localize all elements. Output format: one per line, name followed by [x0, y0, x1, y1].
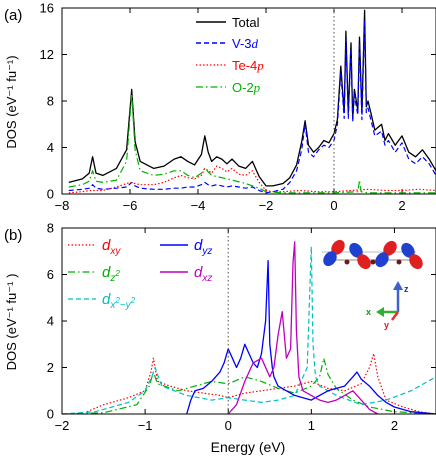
atom-3 — [396, 259, 402, 265]
orbital-4 — [401, 242, 423, 270]
axis-y-arrow — [391, 311, 399, 321]
panel-b: (b) DOS (eV⁻¹ fu⁻¹ ) −2 −1 0 1 2 0 2 4 6 8 Energy… — [4, 221, 436, 455]
x-tick-label-a-5: 2 — [398, 198, 405, 213]
panel-b-series — [61, 241, 436, 415]
legend-total-label: Total — [232, 15, 260, 30]
y-tick-label-a-4: 16 — [40, 1, 54, 16]
axis-x-head — [376, 307, 384, 317]
axis-x-label: x — [366, 307, 371, 317]
x-tick-label-a-0: −8 — [55, 198, 70, 213]
panel-a-frame — [61, 7, 436, 195]
panel-a-legend: Total V-3d Te-4p O-2p — [196, 15, 264, 95]
y-tick-label-b-0: 0 — [47, 407, 54, 422]
x-tick-label-a-1: −6 — [123, 198, 138, 213]
series-line-b-2 — [61, 246, 436, 415]
legend-dyz-label: dyz — [194, 237, 212, 257]
panel-b-ylabel: DOS (eV⁻¹ fu⁻¹ ) — [4, 274, 19, 371]
x-tick-label-b-0: −2 — [55, 418, 70, 433]
legend-dz2-label: dz2 — [102, 264, 120, 284]
x-tick-label-b-3: 1 — [308, 418, 315, 433]
legend-o2p-label: O-2p — [232, 80, 261, 95]
series-line-a-2 — [68, 165, 436, 194]
y-tick-label-a-3: 12 — [40, 47, 54, 62]
panel-b-frame — [61, 227, 436, 415]
x-tick-label-a-2: −4 — [191, 198, 206, 213]
atom-1 — [344, 259, 350, 265]
panel-b-label: (b) — [4, 227, 22, 244]
x-tick-label-b-1: −1 — [138, 418, 153, 433]
panel-a-label: (a) — [4, 7, 22, 24]
axis-y-label: y — [384, 320, 389, 330]
panel-b-ticks: −2 −1 0 1 2 0 2 4 6 8 — [47, 221, 436, 433]
series-line-a-0 — [68, 9, 436, 187]
y-tick-label-a-1: 4 — [47, 140, 54, 155]
series-line-b-1 — [61, 357, 436, 415]
series-line-b-4 — [227, 241, 379, 415]
orbital-1 — [323, 239, 345, 267]
panel-a-ticks: −8 −6 −4 −2 0 2 0 4 8 12 16 — [40, 1, 436, 213]
axis-triad: z x y — [366, 281, 409, 330]
y-tick-label-a-0: 0 — [47, 187, 54, 202]
series-line-a-1 — [68, 19, 436, 194]
panel-a-series — [68, 9, 436, 194]
x-tick-label-a-4: 0 — [330, 198, 337, 213]
legend-dxy-label: dxy — [102, 237, 121, 257]
x-tick-label-b-4: 2 — [391, 418, 398, 433]
x-tick-label-b-2: 0 — [225, 418, 232, 433]
panel-a: (a) DOS (eV⁻¹ fu⁻¹) −8 −6 −4 −2 0 2 0 4 8 12 16 To… — [4, 1, 436, 213]
orbital-2 — [349, 242, 371, 270]
y-tick-label-b-2: 4 — [47, 314, 54, 329]
x-tick-label-a-3: −2 — [259, 198, 274, 213]
orbital-3 — [375, 240, 397, 268]
legend-te4p-label: Te-4p — [232, 58, 264, 73]
axis-z-label: z — [404, 284, 409, 294]
legend-dx2y2-label: dx2−y2 — [102, 291, 136, 311]
legend-dxz-label: dxz — [194, 264, 212, 284]
series-line-b-3 — [186, 259, 436, 415]
y-tick-label-b-4: 8 — [47, 221, 54, 236]
panel-b-xlabel: Energy (eV) — [211, 439, 286, 455]
series-line-a-3 — [68, 93, 436, 194]
y-tick-label-b-3: 6 — [47, 267, 54, 282]
y-tick-label-a-2: 8 — [47, 94, 54, 109]
orbital-inset — [322, 239, 423, 270]
axis-z-head — [393, 281, 403, 290]
y-tick-label-b-1: 2 — [47, 360, 54, 375]
panel-b-legend: dxy dz2 dx2−y2 dyz dxz — [68, 237, 212, 311]
atom-2 — [370, 259, 376, 265]
legend-v3d-label: V-3d — [232, 36, 259, 51]
panel-a-ylabel: DOS (eV⁻¹ fu⁻¹) — [4, 55, 19, 148]
series-line-b-0 — [86, 353, 436, 415]
